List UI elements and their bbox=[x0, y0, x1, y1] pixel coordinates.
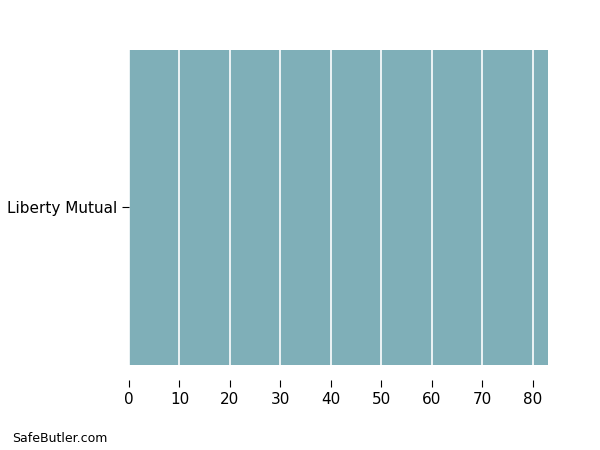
Text: SafeButler.com: SafeButler.com bbox=[12, 432, 107, 446]
